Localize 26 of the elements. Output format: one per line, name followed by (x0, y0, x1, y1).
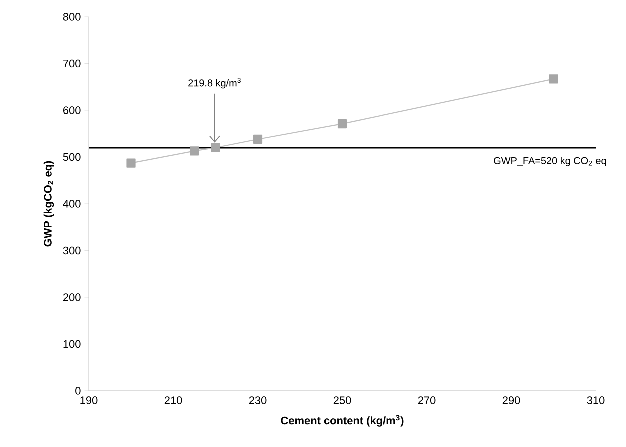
point (126, 158, 136, 168)
y-tick-label: 700 (64, 60, 81, 68)
y-tick-label: 500 (63, 153, 81, 162)
y-tick-label: 400 (63, 200, 81, 208)
x-axis-title: Cement content (kg/m$^{3}$) (281, 415, 404, 427)
point (211, 143, 220, 152)
x-tick-label: 310 (587, 396, 605, 404)
x-tick-label: 270 (418, 396, 436, 404)
y-tick-label: 600 (64, 106, 81, 114)
y-tick-label: 100 (64, 340, 81, 348)
x-tick-label: 230 (249, 396, 267, 404)
annotation: 219.8 kg/m$^{3}$ (188, 78, 241, 89)
x-tick-label: 190 (80, 396, 98, 404)
point (338, 120, 348, 129)
point (190, 146, 200, 156)
point (253, 134, 263, 144)
y-tick-label: 0 (76, 387, 81, 395)
y-tick-label: 200 (64, 294, 81, 302)
x-tick-label: 210 (164, 396, 182, 404)
x-tick-label: 290 (502, 396, 520, 404)
x-tick-label: 250 (334, 396, 352, 404)
ref-line-label: GWP_FA=520 kg CO$_{2}$ eq (494, 157, 606, 166)
point (549, 74, 558, 84)
y-axis-title: GWP (kgCO$_{2}$ eq) (44, 161, 54, 247)
y-tick-label: 800 (63, 13, 81, 21)
y-tick-label: 300 (63, 246, 81, 255)
